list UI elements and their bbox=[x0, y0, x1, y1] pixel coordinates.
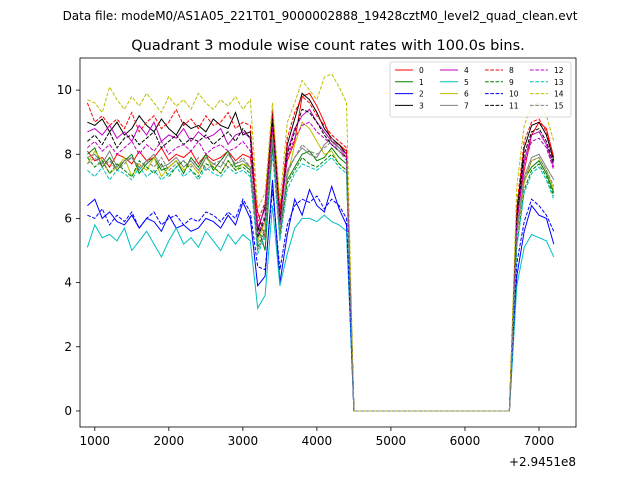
legend-label-0: 0 bbox=[419, 66, 424, 75]
x-tick-label: 4000 bbox=[302, 434, 333, 448]
chart-suptitle: Data file: modeM0/AS1A05_221T01_90000028… bbox=[63, 9, 578, 23]
y-tick-label: 6 bbox=[64, 211, 72, 225]
series-line-15 bbox=[87, 138, 555, 412]
legend-label-10: 10 bbox=[509, 90, 519, 99]
y-tick-label: 8 bbox=[64, 147, 72, 161]
legend-label-12: 12 bbox=[554, 66, 564, 75]
y-tick-label: 2 bbox=[64, 340, 72, 354]
chart-title: Quadrant 3 module wise count rates with … bbox=[131, 38, 525, 54]
x-tick-label: 2000 bbox=[154, 434, 185, 448]
legend-label-2: 2 bbox=[419, 90, 424, 99]
legend-label-4: 4 bbox=[464, 66, 469, 75]
legend-label-8: 8 bbox=[509, 66, 514, 75]
series-line-13 bbox=[87, 154, 555, 412]
x-tick-label: 5000 bbox=[376, 434, 407, 448]
y-tick-label: 10 bbox=[57, 83, 72, 97]
series-line-14 bbox=[87, 73, 555, 412]
legend-label-13: 13 bbox=[554, 78, 564, 87]
y-tick-label: 4 bbox=[64, 276, 72, 290]
x-tick-label: 3000 bbox=[228, 434, 259, 448]
x-tick-label: 7000 bbox=[524, 434, 555, 448]
legend-label-1: 1 bbox=[419, 78, 424, 87]
x-tick-label: 1000 bbox=[80, 434, 111, 448]
legend-label-11: 11 bbox=[509, 101, 519, 110]
y-tick-label: 0 bbox=[64, 404, 72, 418]
x-tick-label: 6000 bbox=[450, 434, 481, 448]
x-offset-label: +2.9451e8 bbox=[509, 455, 576, 469]
legend-label-5: 5 bbox=[464, 78, 469, 87]
plot-area bbox=[80, 58, 576, 427]
plot-frame bbox=[79, 57, 577, 428]
legend-label-14: 14 bbox=[554, 90, 564, 99]
legend-label-6: 6 bbox=[464, 90, 469, 99]
legend-label-3: 3 bbox=[419, 101, 424, 110]
legend-label-9: 9 bbox=[509, 78, 514, 87]
legend-label-15: 15 bbox=[554, 101, 564, 110]
legend-label-7: 7 bbox=[464, 101, 469, 110]
series-line-11 bbox=[87, 108, 555, 412]
series-layer bbox=[86, 73, 555, 412]
legend-box bbox=[389, 61, 572, 118]
plot-background bbox=[80, 58, 576, 427]
